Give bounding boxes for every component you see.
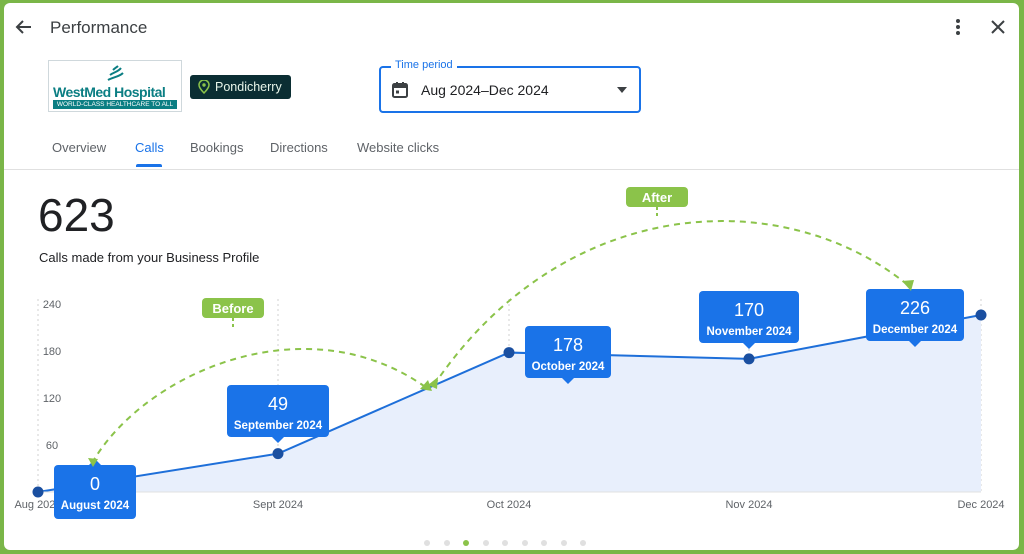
data-label-value: 226 [900, 298, 930, 318]
calendar-icon [392, 82, 408, 98]
data-label-box [525, 326, 611, 378]
tab-directions[interactable]: Directions [270, 140, 328, 155]
carousel-dot[interactable] [580, 540, 586, 546]
data-label-month: December 2024 [873, 324, 958, 336]
total-calls-caption: Calls made from your Business Profile [39, 250, 260, 265]
tab-bar: Overview Calls Bookings Directions Websi… [4, 131, 1019, 170]
carousel-dot[interactable] [560, 540, 567, 546]
data-label-month: November 2024 [706, 326, 792, 338]
location-label: Pondicherry [215, 80, 282, 94]
carousel-dot[interactable] [424, 540, 430, 546]
data-label-box [54, 465, 136, 519]
carousel-dot[interactable] [541, 540, 547, 546]
calls-chart: 60 120 180 240 Aug 2024 Sept 2024 Oct 2024 Nov … [14, 187, 1005, 519]
carousel-dot[interactable] [443, 540, 450, 546]
before-badge [202, 298, 264, 318]
data-label-box [699, 291, 799, 343]
data-label-value: 49 [268, 394, 288, 414]
before-arc-head-end [420, 380, 432, 391]
data-label-box [866, 289, 964, 341]
data-point [743, 353, 755, 365]
logo-mark-icon [107, 65, 124, 81]
dropdown-arrow-icon [617, 87, 627, 93]
total-calls-value: 623 [38, 189, 115, 241]
data-label-pointer [743, 343, 755, 349]
header: Performance [4, 3, 1019, 53]
carousel-dot[interactable] [463, 540, 469, 546]
y-tick-label: 120 [43, 393, 61, 405]
after-arc-head-end [902, 280, 914, 291]
location-chip[interactable]: Pondicherry [190, 75, 291, 99]
x-tick-label: Oct 2024 [487, 499, 532, 511]
data-label-month: September 2024 [234, 420, 323, 432]
data-label-pointer [272, 437, 284, 443]
data-point [32, 486, 44, 498]
time-period-value: Aug 2024–Dec 2024 [421, 82, 549, 98]
after-arc-head-start [428, 377, 438, 389]
before-label: Before [212, 301, 253, 316]
data-label-month: August 2024 [61, 500, 130, 512]
tab-calls[interactable]: Calls [135, 140, 164, 155]
time-period-label: Time period [391, 59, 457, 71]
active-tab-indicator [136, 164, 162, 167]
performance-panel: Performance WestMed Hospital WORLD-CLASS… [4, 3, 1019, 550]
after-arc [433, 220, 910, 386]
x-tick-label: Aug 2024 [14, 499, 61, 511]
before-arc [91, 348, 425, 464]
carousel-dot[interactable] [521, 540, 528, 546]
data-label-month: October 2024 [532, 361, 605, 373]
data-point [975, 309, 987, 321]
after-label: After [642, 190, 672, 205]
close-icon[interactable] [988, 17, 1008, 37]
after-badge [626, 187, 688, 207]
business-logo: WestMed Hospital WORLD-CLASS HEALTHCARE … [48, 60, 182, 112]
data-label-value: 170 [734, 300, 764, 320]
arrow-back-icon[interactable] [14, 17, 34, 37]
before-arc-head-start [88, 458, 98, 467]
carousel-dot[interactable] [482, 540, 489, 546]
data-label-value: 178 [553, 335, 583, 355]
tab-bookings[interactable]: Bookings [190, 140, 244, 155]
data-point [272, 448, 284, 460]
x-tick-label: Sept 2024 [253, 499, 303, 511]
y-tick-label: 60 [46, 440, 58, 452]
more-vert-icon[interactable] [948, 17, 968, 37]
carousel-dot[interactable] [502, 540, 508, 546]
data-label-box [227, 385, 329, 437]
y-tick-label: 240 [43, 299, 61, 311]
data-label-value: 0 [90, 474, 100, 494]
time-period-select[interactable]: Time period Aug 2024–Dec 2024 [379, 59, 641, 113]
x-tick-label: Dec 2024 [957, 499, 1004, 511]
data-point [503, 347, 515, 359]
page-title: Performance [50, 18, 148, 37]
tab-overview[interactable]: Overview [52, 140, 107, 155]
data-label-pointer [562, 378, 574, 384]
y-tick-label: 180 [43, 346, 61, 358]
data-label-pointer [909, 341, 921, 347]
tab-website-clicks[interactable]: Website clicks [357, 140, 440, 155]
map-pin-icon [198, 80, 210, 94]
logo-name: WestMed Hospital [53, 84, 166, 100]
logo-tagline: WORLD-CLASS HEALTHCARE TO ALL [53, 100, 177, 109]
x-tick-label: Nov 2024 [725, 499, 772, 511]
